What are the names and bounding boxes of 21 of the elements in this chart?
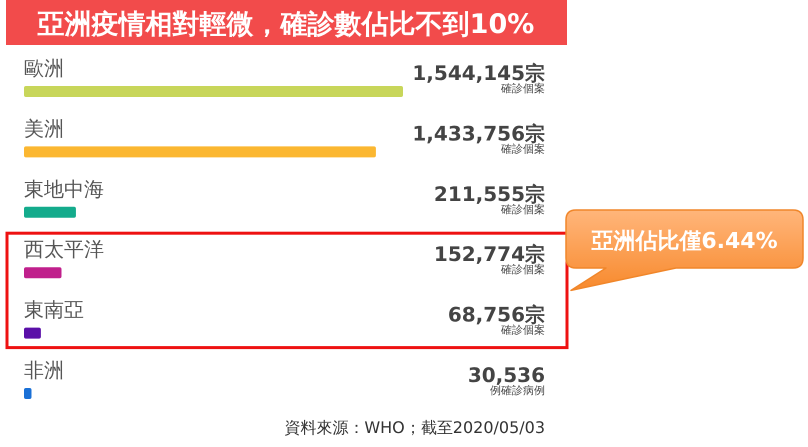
text: 確診個案 (500, 82, 545, 95)
y-tick-label: 東南亞 (24, 298, 84, 322)
y-tick-label: 歐洲 (24, 56, 64, 80)
text: 亞洲佔比僅6.44% (590, 229, 778, 254)
bar (24, 206, 76, 218)
text: 確診個案 (500, 263, 545, 276)
bar (24, 86, 403, 97)
text: 確診個案 (500, 202, 545, 216)
chart-title: 亞洲疫情相對輕微，確診數佔比不到10% (36, 9, 534, 40)
y-tick-label: 美洲 (24, 116, 64, 140)
y-tick-label: 東地中海 (24, 176, 104, 201)
text: 確診個案 (500, 324, 545, 337)
bar (24, 267, 62, 278)
bar (24, 328, 41, 339)
bar (24, 146, 376, 158)
source-note: 資料來源：WHO；截至2020/05/03 (284, 418, 545, 437)
text: 確診個案 (500, 142, 545, 156)
text: 例確診病例 (490, 384, 545, 397)
y-tick-label: 非洲 (24, 358, 64, 382)
bar (24, 388, 32, 399)
y-tick-label: 西太平洋 (24, 237, 104, 262)
